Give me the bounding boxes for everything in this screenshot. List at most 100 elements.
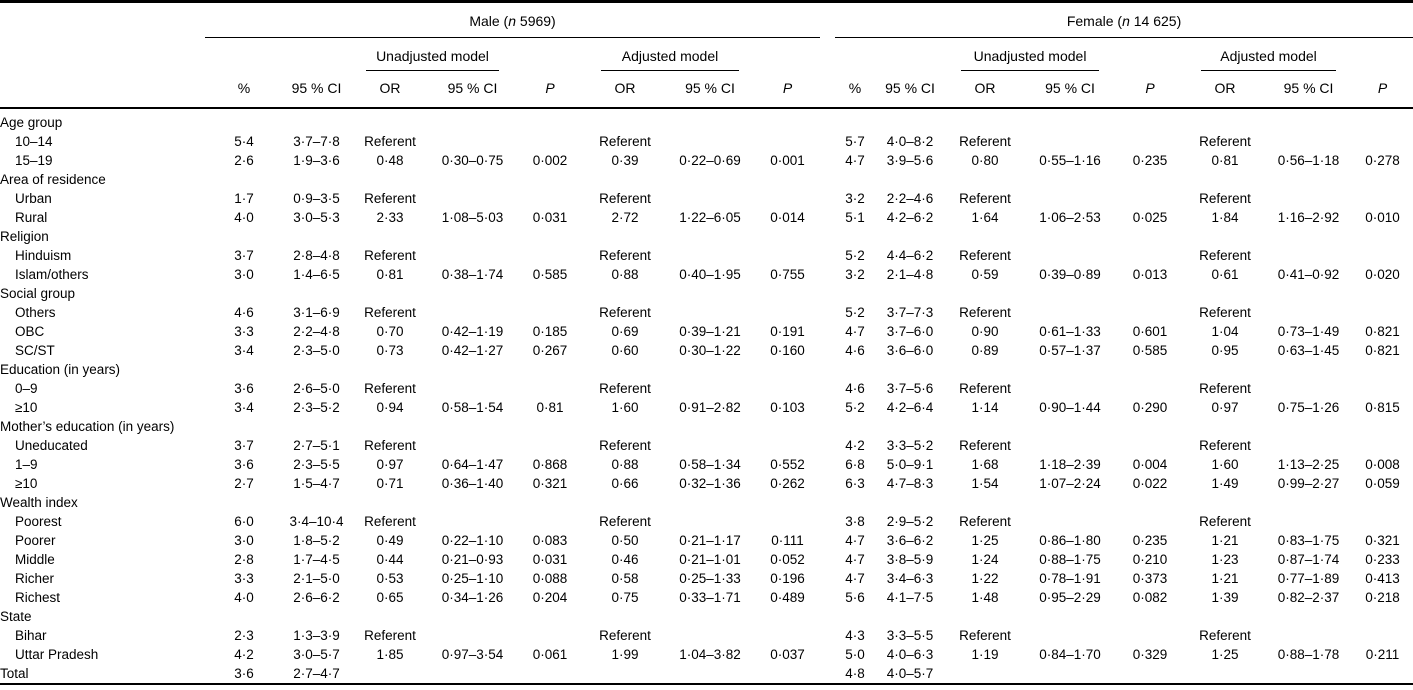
cell: 2·7: [234, 476, 254, 491]
cell: 5·2: [845, 400, 865, 415]
cell: [515, 607, 585, 626]
column-header: P: [755, 71, 821, 109]
cell: 3·4: [234, 400, 254, 415]
cell: 0·088: [532, 571, 568, 586]
cell: 0·58–1·34: [679, 457, 741, 472]
cell: 5·2: [845, 248, 865, 263]
cell: 0·235: [1132, 533, 1168, 548]
cell: 4·6: [234, 305, 254, 320]
cell: 0·81: [1211, 153, 1239, 168]
cell: 2·9–5·2: [886, 514, 934, 529]
female-adjusted-model-header: Adjusted model: [1185, 38, 1352, 71]
cell: 0·99–2·27: [1277, 476, 1340, 491]
spacer-cell: [820, 626, 835, 645]
cell: [350, 360, 430, 379]
cell: 0·321: [532, 476, 568, 491]
cell: 0·010: [1365, 210, 1400, 225]
cell: Referent: [959, 134, 1011, 149]
cell: [1115, 436, 1185, 455]
cell: 4·0–6·3: [886, 647, 934, 662]
spacer-cell: [1115, 38, 1185, 72]
cell: [1115, 417, 1185, 436]
cell: [205, 417, 283, 436]
cell: 4·6: [845, 381, 865, 396]
cell: 0·21–0·93: [441, 552, 504, 567]
cell: [430, 379, 515, 398]
cell: [1115, 132, 1185, 151]
row-label: Others: [15, 305, 56, 320]
cell: [1025, 436, 1115, 455]
cell: Referent: [1199, 438, 1251, 453]
cell: 1·14: [971, 400, 999, 415]
cell: 0·002: [532, 153, 568, 168]
cell: [1265, 607, 1352, 626]
cell: [515, 664, 585, 684]
cell: 3·7–7·3: [886, 305, 934, 320]
cell: [1265, 227, 1352, 246]
cell: 0·031: [532, 210, 568, 225]
cell: 0·082: [1132, 590, 1168, 605]
spacer-cell: [820, 436, 835, 455]
cell: [1115, 360, 1185, 379]
spacer-cell: [820, 550, 835, 569]
cell: [835, 607, 875, 626]
cell: [875, 227, 945, 246]
cell: [1265, 417, 1352, 436]
cell: Referent: [1199, 381, 1251, 396]
cell: 0·160: [770, 343, 805, 358]
row-label: Wealth index: [0, 495, 78, 510]
spacer-cell: [820, 417, 835, 436]
cell: 0·36–1·40: [441, 476, 504, 491]
cell: [515, 379, 585, 398]
cell: 0·290: [1132, 400, 1168, 415]
spacer-cell: [820, 246, 835, 265]
cell: 1·16–2·92: [1277, 210, 1340, 225]
row-label: Mother’s education (in years): [0, 419, 175, 434]
table-row: ≥10 3·4 2·3–5·2 0·94 0·58–1·54 0·81 1·60 0·91–2…: [0, 398, 1413, 417]
cell: [1265, 189, 1352, 208]
cell: 1·7–4·5: [293, 552, 340, 567]
cell: 1·39: [1211, 590, 1239, 605]
cell: 0·75: [611, 590, 639, 605]
cell: [1185, 108, 1265, 132]
cell: [1025, 417, 1115, 436]
cell: [1115, 246, 1185, 265]
row-label: SC/ST: [15, 343, 55, 358]
table-row: OBC 3·3 2·2–4·8 0·70 0·42–1·19 0·185 0·69 0·39–…: [0, 322, 1413, 341]
cell: 0·40–1·95: [679, 267, 741, 282]
cell: [430, 360, 515, 379]
spacer-cell: [820, 265, 835, 284]
cell: 1·4–6·5: [293, 267, 340, 282]
cell: [1265, 284, 1352, 303]
cell: [515, 417, 585, 436]
spacer-cell: [820, 607, 835, 626]
cell: [665, 170, 755, 189]
cell: 0·204: [532, 590, 568, 605]
cell: 0·32–1·36: [679, 476, 741, 491]
cell: [1115, 664, 1185, 684]
cell: 0·88: [611, 267, 639, 282]
cell: 0·91–2·82: [679, 400, 741, 415]
table-row: Richer 3·3 2·1–5·0 0·53 0·25–1·10 0·088 0·58 0·…: [0, 569, 1413, 588]
spacer-cell: [755, 38, 820, 72]
cell: [1115, 626, 1185, 645]
cell: [875, 284, 945, 303]
row-label: Social group: [0, 286, 76, 301]
cell: 4·0: [234, 210, 254, 225]
spacer-cell: [820, 341, 835, 360]
cell: 3·4–10·4: [289, 514, 344, 529]
column-header: 95 % CI: [430, 71, 515, 109]
row-label: Bihar: [15, 628, 47, 643]
cell: 0·001: [770, 153, 805, 168]
cell: [1185, 170, 1265, 189]
cell: 0·41–0·92: [1277, 267, 1340, 282]
column-header: OR: [585, 71, 665, 109]
spacer-cell: [820, 170, 835, 189]
column-header: 95 % CI: [283, 71, 350, 109]
cell: 0·90–1·44: [1039, 400, 1101, 415]
cell: [945, 227, 1025, 246]
cell: 0·052: [770, 552, 805, 567]
male-group-header: Male (n 5969): [205, 1, 821, 38]
cell: 3·0: [234, 267, 254, 282]
cell: 0·75–1·26: [1277, 400, 1340, 415]
